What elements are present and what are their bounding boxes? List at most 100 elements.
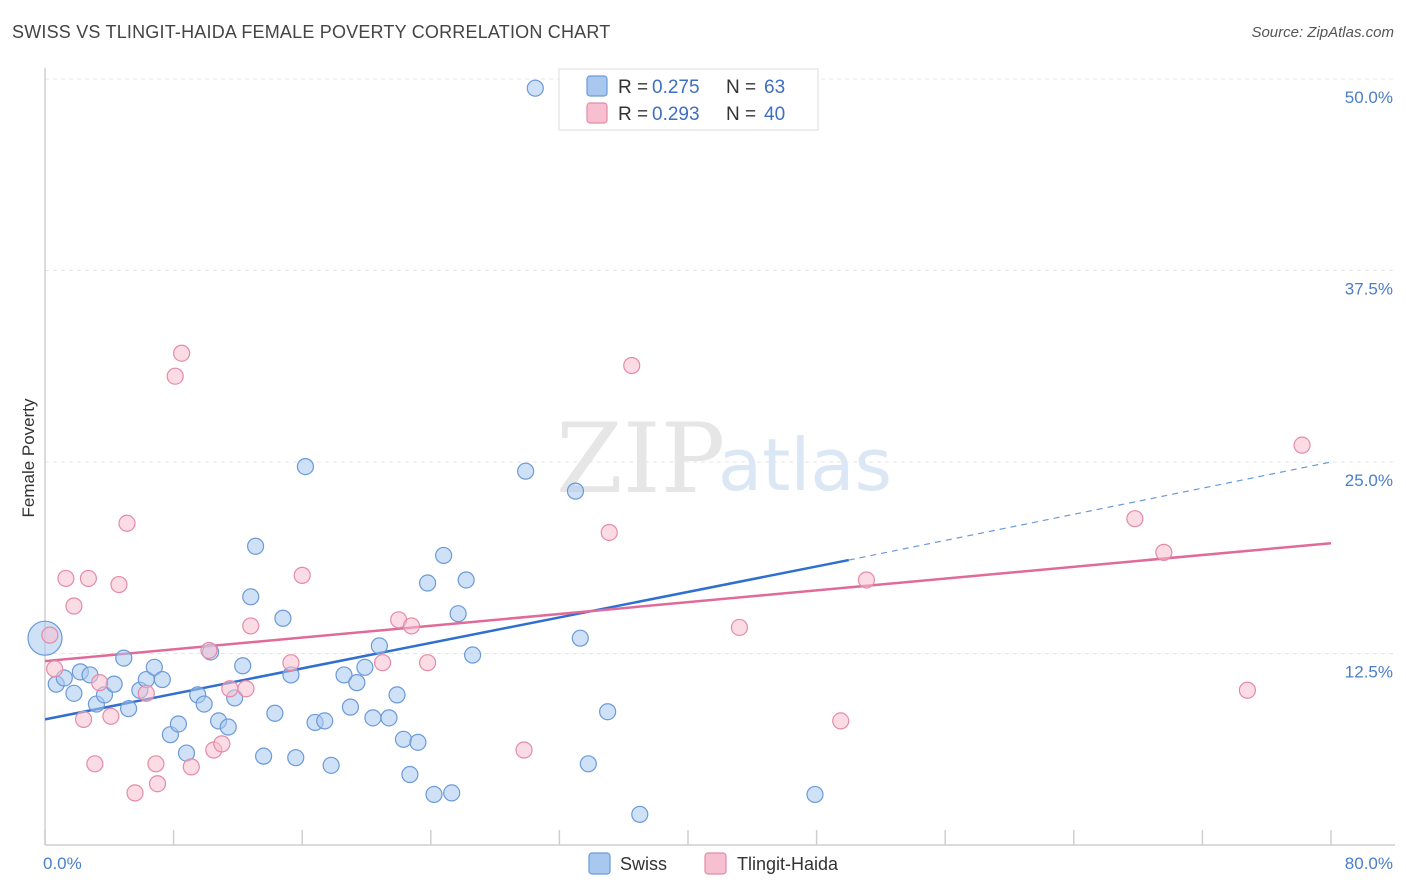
point-swiss-47 [418,574,437,592]
point-tlingit-haida-15 [166,367,184,385]
point-swiss-58 [571,629,589,647]
point-tlingit-haida-12 [137,684,155,702]
point-swiss-53 [463,646,482,664]
series-legend-swatch-swiss [588,852,611,875]
point-swiss-52 [457,571,475,589]
tick-labels: 12.5% 25.0% 37.5% 50.0% 0.0% 80.0% [43,88,1393,873]
point-swiss-22 [219,718,237,736]
y-axis-label: Female Poverty [19,398,38,518]
point-tlingit-haida-22 [237,680,255,698]
series-legend: Swiss Tlingit-Haida [588,852,839,875]
scatter-points [27,70,1311,823]
legend-n-value-tlingit-haida: 40 [764,104,785,125]
point-tlingit-haida-25 [293,566,311,584]
point-swiss-57 [579,755,597,773]
point-swiss-32 [296,457,315,476]
point-tlingit-haida-35 [1126,510,1144,528]
source-credit: Source: ZipAtlas.com [1251,24,1394,41]
point-swiss-36 [335,666,353,684]
point-tlingit-haida-29 [515,741,533,759]
point-tlingit-haida-31 [623,356,641,375]
point-swiss-34 [316,712,334,730]
trend-line-swiss-extension [848,461,1332,561]
point-tlingit-haida-34 [857,571,876,589]
point-swiss-9 [115,649,133,667]
legend-r-value-swiss: 0.275 [652,77,700,98]
legend-swatch-tlingit-haida [586,102,608,124]
point-tlingit-haida-0 [41,626,59,644]
point-swiss-50 [443,784,461,802]
point-tlingit-haida-8 [102,707,120,725]
legend-r-label-tlingit-haida: R = [618,104,648,125]
watermark: ZIP atlas [556,403,892,515]
point-tlingit-haida-9 [110,575,128,594]
point-swiss-60 [631,805,649,823]
point-swiss-54 [517,462,535,480]
chart-title: SWISS VS TLINGIT-HAIDA FEMALE POVERTY CO… [12,22,611,42]
point-tlingit-haida-20 [213,735,231,753]
trend-lines [44,461,1332,721]
point-tlingit-haida-23 [242,617,260,635]
point-tlingit-haida-21 [221,680,239,698]
trend-line-tlingit-haida [44,541,1332,663]
point-swiss-39 [356,658,374,676]
series-legend-label-swiss: Swiss [620,854,667,874]
point-tlingit-haida-11 [126,784,144,802]
point-swiss-10 [119,700,138,718]
point-tlingit-haida-27 [402,617,421,635]
point-tlingit-haida-33 [832,712,850,730]
legend-r-label-swiss: R = [618,77,648,98]
series-legend-label-tlingit-haida: Tlingit-Haida [737,854,839,874]
point-swiss-41 [370,637,388,655]
point-tlingit-haida-13 [147,755,165,773]
point-tlingit-haida-30 [600,523,618,542]
legend-n-value-swiss: 63 [764,77,785,98]
point-tlingit-haida-1 [46,660,64,678]
watermark-zip: ZIP [556,403,725,515]
series-legend-swatch-tlingit-haida [704,852,727,875]
point-swiss-37 [341,698,360,716]
point-tlingit-haida-2 [57,569,75,588]
point-swiss-42 [380,709,398,727]
point-swiss-40 [364,709,382,727]
point-swiss-24 [234,657,252,675]
point-tlingit-haida-28 [418,654,437,672]
point-swiss-48 [425,785,443,804]
point-swiss-35 [322,756,340,774]
point-tlingit-haida-36 [1155,543,1173,561]
y-tick-label-2: 37.5% [1345,280,1393,299]
watermark-atlas: atlas [718,423,892,507]
axes [44,68,1395,846]
legend-n-label-swiss: N = [726,77,756,98]
point-tlingit-haida-18 [200,641,218,660]
point-swiss-55 [526,79,544,97]
point-swiss-45 [401,765,419,784]
y-tick-label-1: 25.0% [1345,471,1393,490]
point-tlingit-haida-32 [730,618,749,637]
point-swiss-8 [105,675,123,693]
x-tick-label-1: 80.0% [1345,854,1393,873]
point-swiss-59 [599,703,617,721]
point-swiss-56 [566,482,585,500]
stats-legend: R = 0.275 N = 63 R = 0.293 N = 40 [558,68,819,131]
grid-lines [45,78,1395,654]
point-swiss-38 [348,674,366,692]
point-tlingit-haida-16 [173,344,191,362]
point-swiss-3 [65,684,83,702]
point-tlingit-haida-37 [1238,681,1257,699]
point-tlingit-haida-3 [65,597,83,615]
point-tlingit-haida-10 [118,514,136,532]
point-swiss-25 [242,588,260,606]
point-tlingit-haida-14 [148,775,167,793]
point-tlingit-haida-4 [74,710,93,728]
point-swiss-27 [255,747,273,765]
legend-r-value-tlingit-haida: 0.293 [652,104,700,125]
point-swiss-13 [145,658,163,676]
point-tlingit-haida-38 [1293,436,1311,454]
point-swiss-28 [266,704,284,722]
trend-line-swiss [44,558,849,721]
point-swiss-43 [388,686,406,704]
point-swiss-19 [195,695,213,713]
point-tlingit-haida-7 [91,674,109,692]
point-swiss-51 [449,605,467,623]
